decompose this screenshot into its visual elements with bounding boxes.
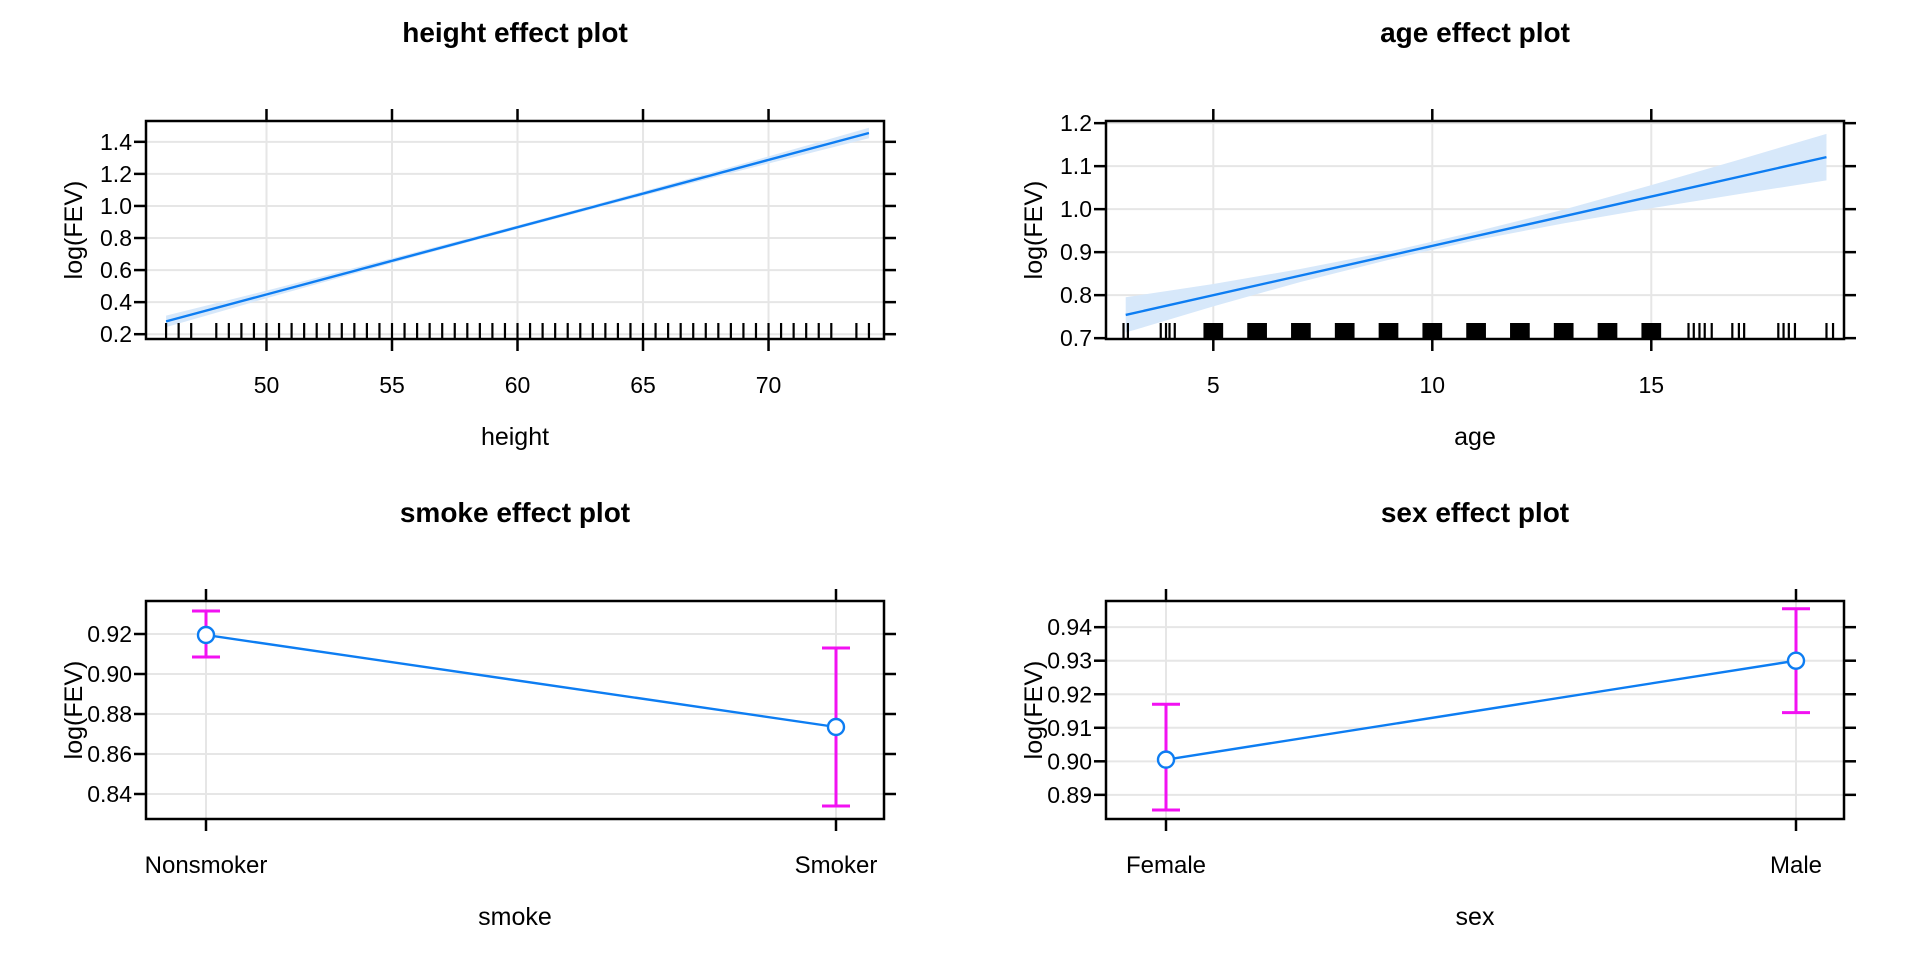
y-tick-label: 1.2 <box>100 161 132 187</box>
fit-line <box>1125 155 1827 317</box>
axis-ticks <box>1094 589 1856 831</box>
y-tick-label: 0.91 <box>1047 715 1092 741</box>
y-tick-label: 0.90 <box>1047 748 1092 774</box>
y-tick-label: 0.92 <box>87 621 132 647</box>
y-tick-label: 1.2 <box>1060 110 1092 136</box>
y-tick-label: 0.6 <box>100 257 132 283</box>
y-tick-label: 0.94 <box>1047 614 1092 640</box>
y-tick-label: 0.7 <box>1060 325 1092 351</box>
fit-line <box>1165 659 1797 761</box>
grid <box>1106 121 1844 339</box>
x-axis-label: sex <box>1456 903 1495 931</box>
y-tick-label: 1.0 <box>100 193 132 219</box>
panel-sex: Female Male 0.89 0.90 0.91 0.92 0.93 0.94 sex ef… <box>1020 497 1856 931</box>
panel-border <box>144 119 886 341</box>
panel-age: 5 10 15 0.7 0.8 0.9 1.0 1.1 1.2 age effect plot ag… <box>1020 17 1856 451</box>
fit-line <box>205 633 837 729</box>
x-tick-label: 60 <box>505 372 531 398</box>
x-axis-label: height <box>481 423 549 451</box>
category-label: Smoker <box>795 852 878 879</box>
category-label: Male <box>1770 852 1822 879</box>
rug-block <box>1291 323 1311 338</box>
rug-block <box>1553 323 1574 338</box>
y-tick-label: 0.84 <box>87 781 132 807</box>
rug-block <box>1466 323 1486 338</box>
x-tick-label: 70 <box>756 372 782 398</box>
panel-border <box>144 599 886 821</box>
y-tick-label: 0.9 <box>1060 239 1092 265</box>
rug <box>164 323 871 338</box>
rug-block <box>1378 323 1399 338</box>
point-marker-female <box>1156 750 1176 769</box>
panel-border <box>1104 599 1846 821</box>
y-tick-label: 0.88 <box>87 701 132 727</box>
x-tick-label: 5 <box>1207 372 1220 398</box>
x-tick-label: 55 <box>379 372 405 398</box>
y-axis-label: log(FEV) <box>60 181 88 280</box>
x-axis-label: age <box>1454 423 1496 451</box>
panel-title: height effect plot <box>402 17 628 48</box>
y-tick-label: 1.4 <box>100 129 132 155</box>
y-tick-label: 1.1 <box>1060 153 1092 179</box>
panel-border <box>1104 119 1846 341</box>
rug-block <box>1510 323 1530 338</box>
axis-ticks <box>134 109 896 351</box>
rug-block <box>1641 323 1662 338</box>
y-tick-label: 0.93 <box>1047 648 1092 674</box>
y-tick-label: 0.89 <box>1047 782 1092 808</box>
y-tick-label: 0.92 <box>1047 681 1092 707</box>
y-tick-label: 1.0 <box>1060 196 1092 222</box>
y-tick-label: 0.4 <box>100 289 132 315</box>
panel-height: 50 55 60 65 70 0.2 0.4 0.6 0.8 1.0 1.2 1.4 height ef… <box>60 17 896 451</box>
fit-line <box>165 131 870 323</box>
point-marker-male <box>1786 651 1806 670</box>
panel-title: age effect plot <box>1380 17 1570 48</box>
grid <box>146 121 884 339</box>
x-tick-label: 65 <box>630 372 656 398</box>
axis-ticks <box>1094 109 1856 351</box>
y-tick-label: 0.2 <box>100 321 132 347</box>
x-tick-label: 50 <box>254 372 280 398</box>
y-axis-label: log(FEV) <box>1020 181 1048 280</box>
rug <box>1122 323 1835 338</box>
rug-blocks <box>1203 323 1662 338</box>
axis-ticks <box>134 589 896 831</box>
panel-smoke: Nonsmoker Smoker 0.84 0.86 0.88 0.90 0.92 smoke… <box>60 497 896 931</box>
point-marker-nonsmoker <box>196 625 216 645</box>
grid <box>146 601 884 819</box>
rug-block <box>1203 323 1224 338</box>
x-tick-label: 10 <box>1419 372 1445 398</box>
point-marker-smoker <box>826 717 846 737</box>
y-tick-label: 0.8 <box>1060 282 1092 308</box>
panel-title: sex effect plot <box>1381 497 1569 528</box>
category-label: Nonsmoker <box>145 852 268 879</box>
confidence-band <box>1125 133 1827 333</box>
y-tick-label: 0.86 <box>87 741 132 767</box>
rug-block <box>1334 323 1355 338</box>
panel-title: smoke effect plot <box>400 497 630 528</box>
rug-block <box>1422 323 1443 338</box>
y-axis-label: log(FEV) <box>60 661 88 760</box>
x-axis-label: smoke <box>478 903 552 931</box>
y-tick-label: 0.8 <box>100 225 132 251</box>
rug-block <box>1247 323 1267 338</box>
y-tick-label: 0.90 <box>87 661 132 687</box>
category-label: Female <box>1126 852 1206 879</box>
x-tick-label: 15 <box>1638 372 1664 398</box>
y-axis-label: log(FEV) <box>1020 661 1048 760</box>
rug-block <box>1597 323 1618 338</box>
